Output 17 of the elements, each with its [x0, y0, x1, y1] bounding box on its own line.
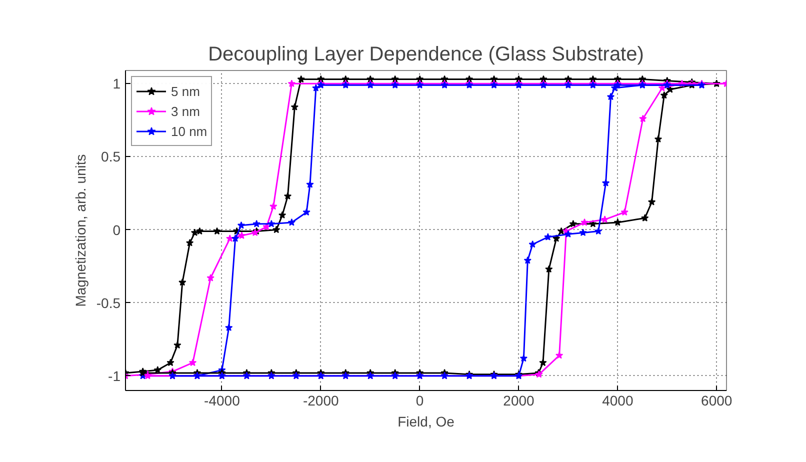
legend-label: 5 nm: [171, 84, 200, 98]
x-tick-label: 6000: [701, 392, 732, 408]
y-tick-label: -0.5: [96, 294, 121, 311]
x-tick-label: -2000: [302, 392, 340, 408]
x-tick-label: 2000: [503, 392, 535, 408]
x-axis-title: Field, Oe: [398, 414, 455, 430]
legend-label: 10 nm: [171, 124, 208, 138]
y-tick-label: 1: [112, 76, 121, 92]
x-tick-label: 0: [416, 392, 424, 408]
x-tick-label: 4000: [602, 392, 634, 408]
x-tick-label: -4000: [204, 392, 240, 408]
y-tick-label: 0.5: [101, 148, 121, 165]
y-tick-label: -1: [108, 368, 121, 384]
y-axis-title: Magnetization, arb. units: [72, 154, 88, 307]
legend-label: 3 nm: [171, 104, 200, 118]
y-tick-label: 0: [112, 222, 121, 238]
chart-title: Decoupling Layer Dependence (Glass Substrate): [208, 44, 644, 66]
